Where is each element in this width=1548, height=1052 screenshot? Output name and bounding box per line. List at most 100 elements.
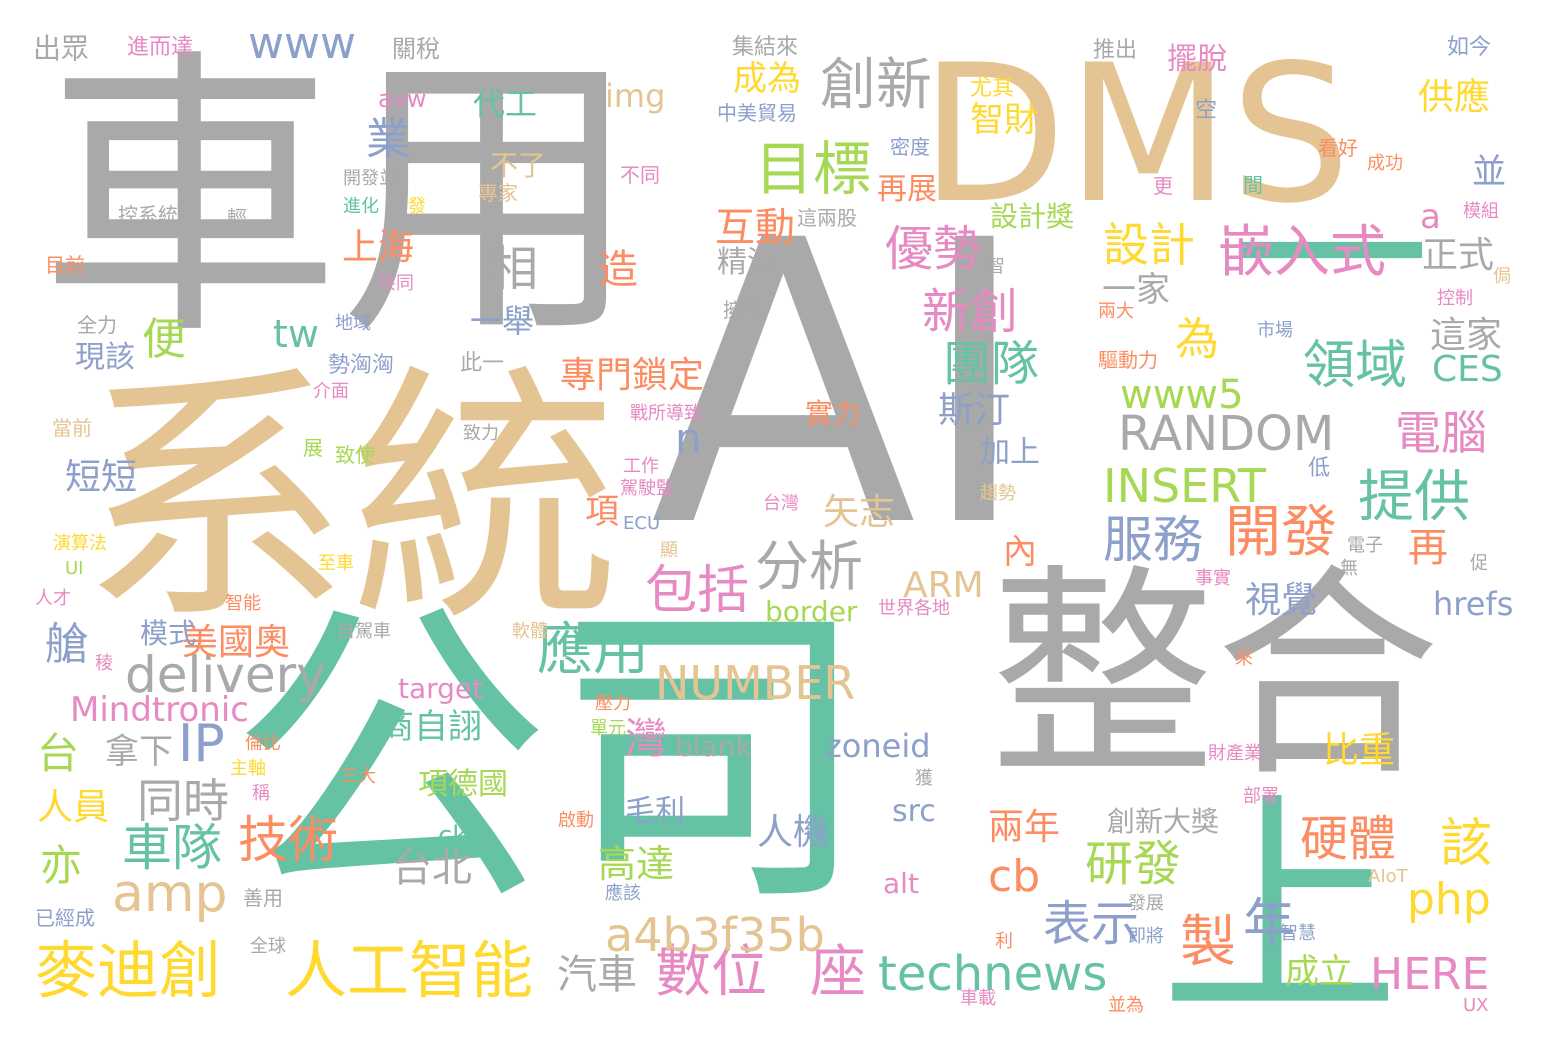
word: 如今 (1447, 35, 1492, 60)
word: 一 (1230, 143, 1431, 376)
word: 一家 (1102, 270, 1170, 310)
word: 進而達 (127, 35, 194, 60)
word: 已經成 (35, 906, 95, 930)
word: 為 (1175, 314, 1219, 365)
word: 車載 (960, 988, 996, 1009)
word: delivery (125, 646, 326, 704)
word: 互動 (715, 205, 795, 251)
word: 不了 (490, 149, 547, 182)
word: 演算法 (53, 533, 107, 554)
word: 上 (1160, 770, 1401, 1050)
word: a (1420, 197, 1441, 237)
word: AIoT (1368, 866, 1408, 887)
word: 項德國 (418, 767, 508, 802)
word: 人機 (757, 812, 830, 853)
word: 推出 (1093, 38, 1138, 63)
word: 造 (598, 247, 638, 293)
word: 應該 (605, 883, 641, 904)
word: 主軸 (230, 758, 266, 779)
word: 整合 (990, 546, 1440, 808)
word: 麥迪創 (35, 934, 222, 1007)
word: 公司 (230, 574, 870, 946)
word: 優勢 (885, 221, 982, 277)
word: 啟動 (558, 810, 594, 831)
word: HERE (1370, 949, 1490, 1000)
word: 當前 (52, 416, 92, 440)
word: 控制 (1437, 288, 1473, 309)
word: 一舉 (470, 302, 535, 340)
word: 服務 (1103, 511, 1203, 569)
word: 斯汀 (938, 390, 1011, 431)
word: 顯 (660, 540, 678, 561)
word: 進化 (343, 196, 379, 217)
word: php (1407, 874, 1491, 925)
word: 設計獎 (990, 200, 1075, 233)
word: amp (112, 864, 228, 924)
word: 並 (1472, 152, 1506, 192)
word: 目前 (45, 253, 85, 277)
word: 此一 (460, 351, 505, 376)
word: 稜 (95, 653, 113, 674)
word: www5 (1120, 372, 1244, 418)
word: 團隊 (943, 336, 1040, 392)
word: 台灣 (763, 493, 799, 514)
word: 實力 (805, 397, 862, 430)
word: 模組 (1463, 201, 1499, 222)
word: 出眾 (33, 32, 90, 65)
word: 介面 (313, 381, 349, 402)
word: 商自詡 (380, 707, 482, 747)
word: 擺脫 (1167, 42, 1227, 77)
word: 年 (1243, 894, 1296, 954)
word: 製 (1180, 910, 1236, 975)
word: UX (1463, 995, 1489, 1016)
word: zoneid (825, 727, 931, 765)
word: CES (1432, 349, 1503, 390)
word: 智 (987, 256, 1005, 277)
word: ck (438, 821, 468, 851)
word: a4b3f35b (605, 908, 825, 962)
word: 事實 (1195, 568, 1231, 589)
word: 無 (1340, 558, 1358, 579)
word: cb (988, 851, 1041, 902)
word: NUMBER (655, 656, 856, 710)
word: 該 (1440, 814, 1493, 874)
word: ARM (903, 565, 984, 606)
word: 新創 (922, 284, 1019, 340)
word: 戰所導致 (630, 403, 702, 424)
word: INSERT (1103, 459, 1266, 513)
word: 自駕車 (337, 621, 391, 642)
word: 毛利 (625, 794, 685, 829)
word: 創新大獎 (1107, 805, 1220, 838)
word: 領域 (1303, 336, 1408, 396)
word: IP (178, 714, 225, 774)
word: 即將 (1128, 926, 1164, 947)
word: 促 (1470, 553, 1488, 574)
word: 智慧 (1280, 923, 1316, 944)
word: border (765, 595, 858, 628)
word: 比重 (1323, 730, 1396, 771)
word: 致使 (335, 443, 375, 467)
word: 數位 (655, 940, 767, 1005)
word: 電腦 (1395, 406, 1487, 460)
word: 工作 (623, 456, 659, 477)
word: 稱 (252, 783, 270, 804)
word: 上海 (342, 227, 415, 268)
word: 共同 (378, 273, 414, 294)
word: 不同 (620, 163, 660, 187)
word: img (605, 77, 666, 115)
word: 設計 (1103, 218, 1195, 272)
word: 亦 (40, 841, 83, 890)
word: 駕駛監 (620, 478, 674, 499)
word: 人工智能 (285, 934, 534, 1007)
word: 艙 (45, 619, 89, 670)
word: 市場 (1257, 320, 1293, 341)
word: 地域 (335, 313, 371, 334)
word: 致力 (463, 423, 499, 444)
word: 集結來 (732, 35, 799, 60)
word: 成功 (1367, 153, 1403, 174)
word: www (248, 18, 356, 69)
word: 人員 (37, 787, 110, 828)
word: 中美貿易 (717, 101, 797, 125)
word: 開發 (1225, 500, 1337, 565)
word: 台 (37, 729, 80, 778)
